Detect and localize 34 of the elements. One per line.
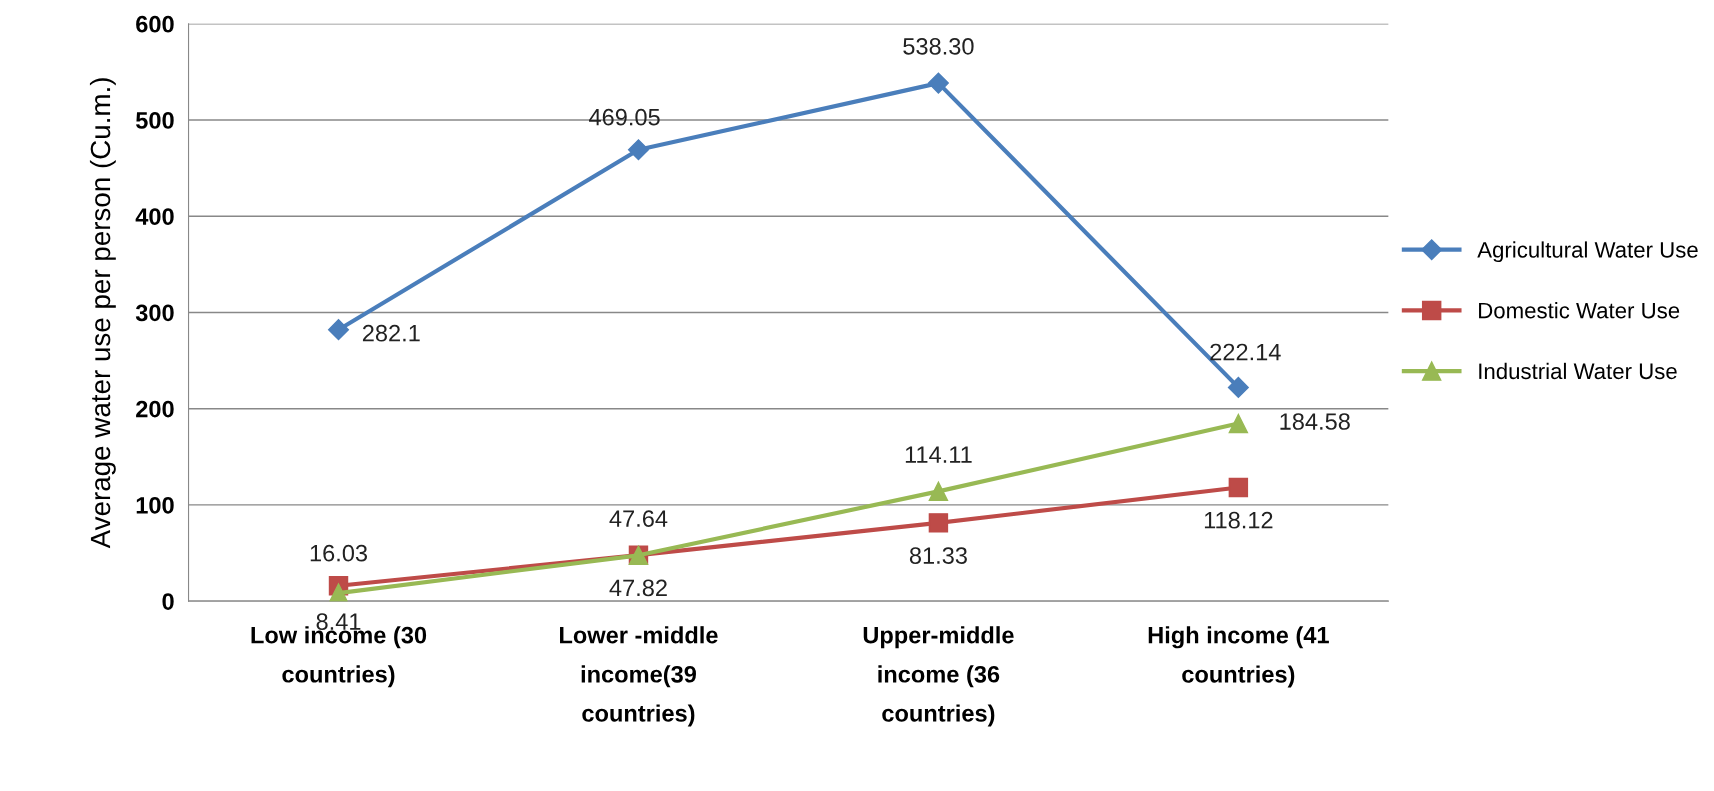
y-tick-label: 600 xyxy=(136,15,174,33)
point xyxy=(328,583,349,602)
y-tick-label: 0 xyxy=(162,593,174,610)
point xyxy=(928,513,949,533)
y-tick-label: 300 xyxy=(135,304,174,322)
y-tick-label: 200 xyxy=(136,400,174,418)
x-tick-label: Upper-middle income (36 countries) xyxy=(863,626,1014,727)
data-label: 469.05 xyxy=(589,108,660,126)
legend-label: Industrial Water Use xyxy=(1479,362,1677,380)
point xyxy=(327,319,350,341)
data-label: 16.03 xyxy=(310,544,368,562)
point xyxy=(1228,477,1249,498)
data-label: 184.58 xyxy=(1280,413,1350,430)
point xyxy=(1228,413,1249,434)
point xyxy=(927,72,949,94)
point xyxy=(627,139,649,161)
x-tick-label: Lower -middle income(39 countries) xyxy=(560,626,718,727)
legend-label: Agricultural Water Use xyxy=(1477,241,1698,263)
y-axis-title: Average water use per person (Cu.m.) xyxy=(89,78,116,549)
data-label: 118.12 xyxy=(1204,511,1273,529)
point xyxy=(1227,376,1249,398)
legend-label: Domestic Water Use xyxy=(1479,302,1680,319)
y-tick-label: 400 xyxy=(135,208,174,225)
data-label: 282.1 xyxy=(362,324,420,342)
data-label: 114.11 xyxy=(905,446,972,463)
data-label: 81.33 xyxy=(909,547,967,564)
data-label: 47.82 xyxy=(609,579,667,597)
data-label: 222.14 xyxy=(1210,343,1281,361)
point xyxy=(928,481,949,502)
y-tick-label: 500 xyxy=(135,112,174,129)
x-tick-label: High income (41 countries) xyxy=(1148,626,1329,688)
data-label: 538.30 xyxy=(903,38,974,55)
data-label: 47.64 xyxy=(609,510,668,527)
y-tick-label: 100 xyxy=(136,496,174,514)
